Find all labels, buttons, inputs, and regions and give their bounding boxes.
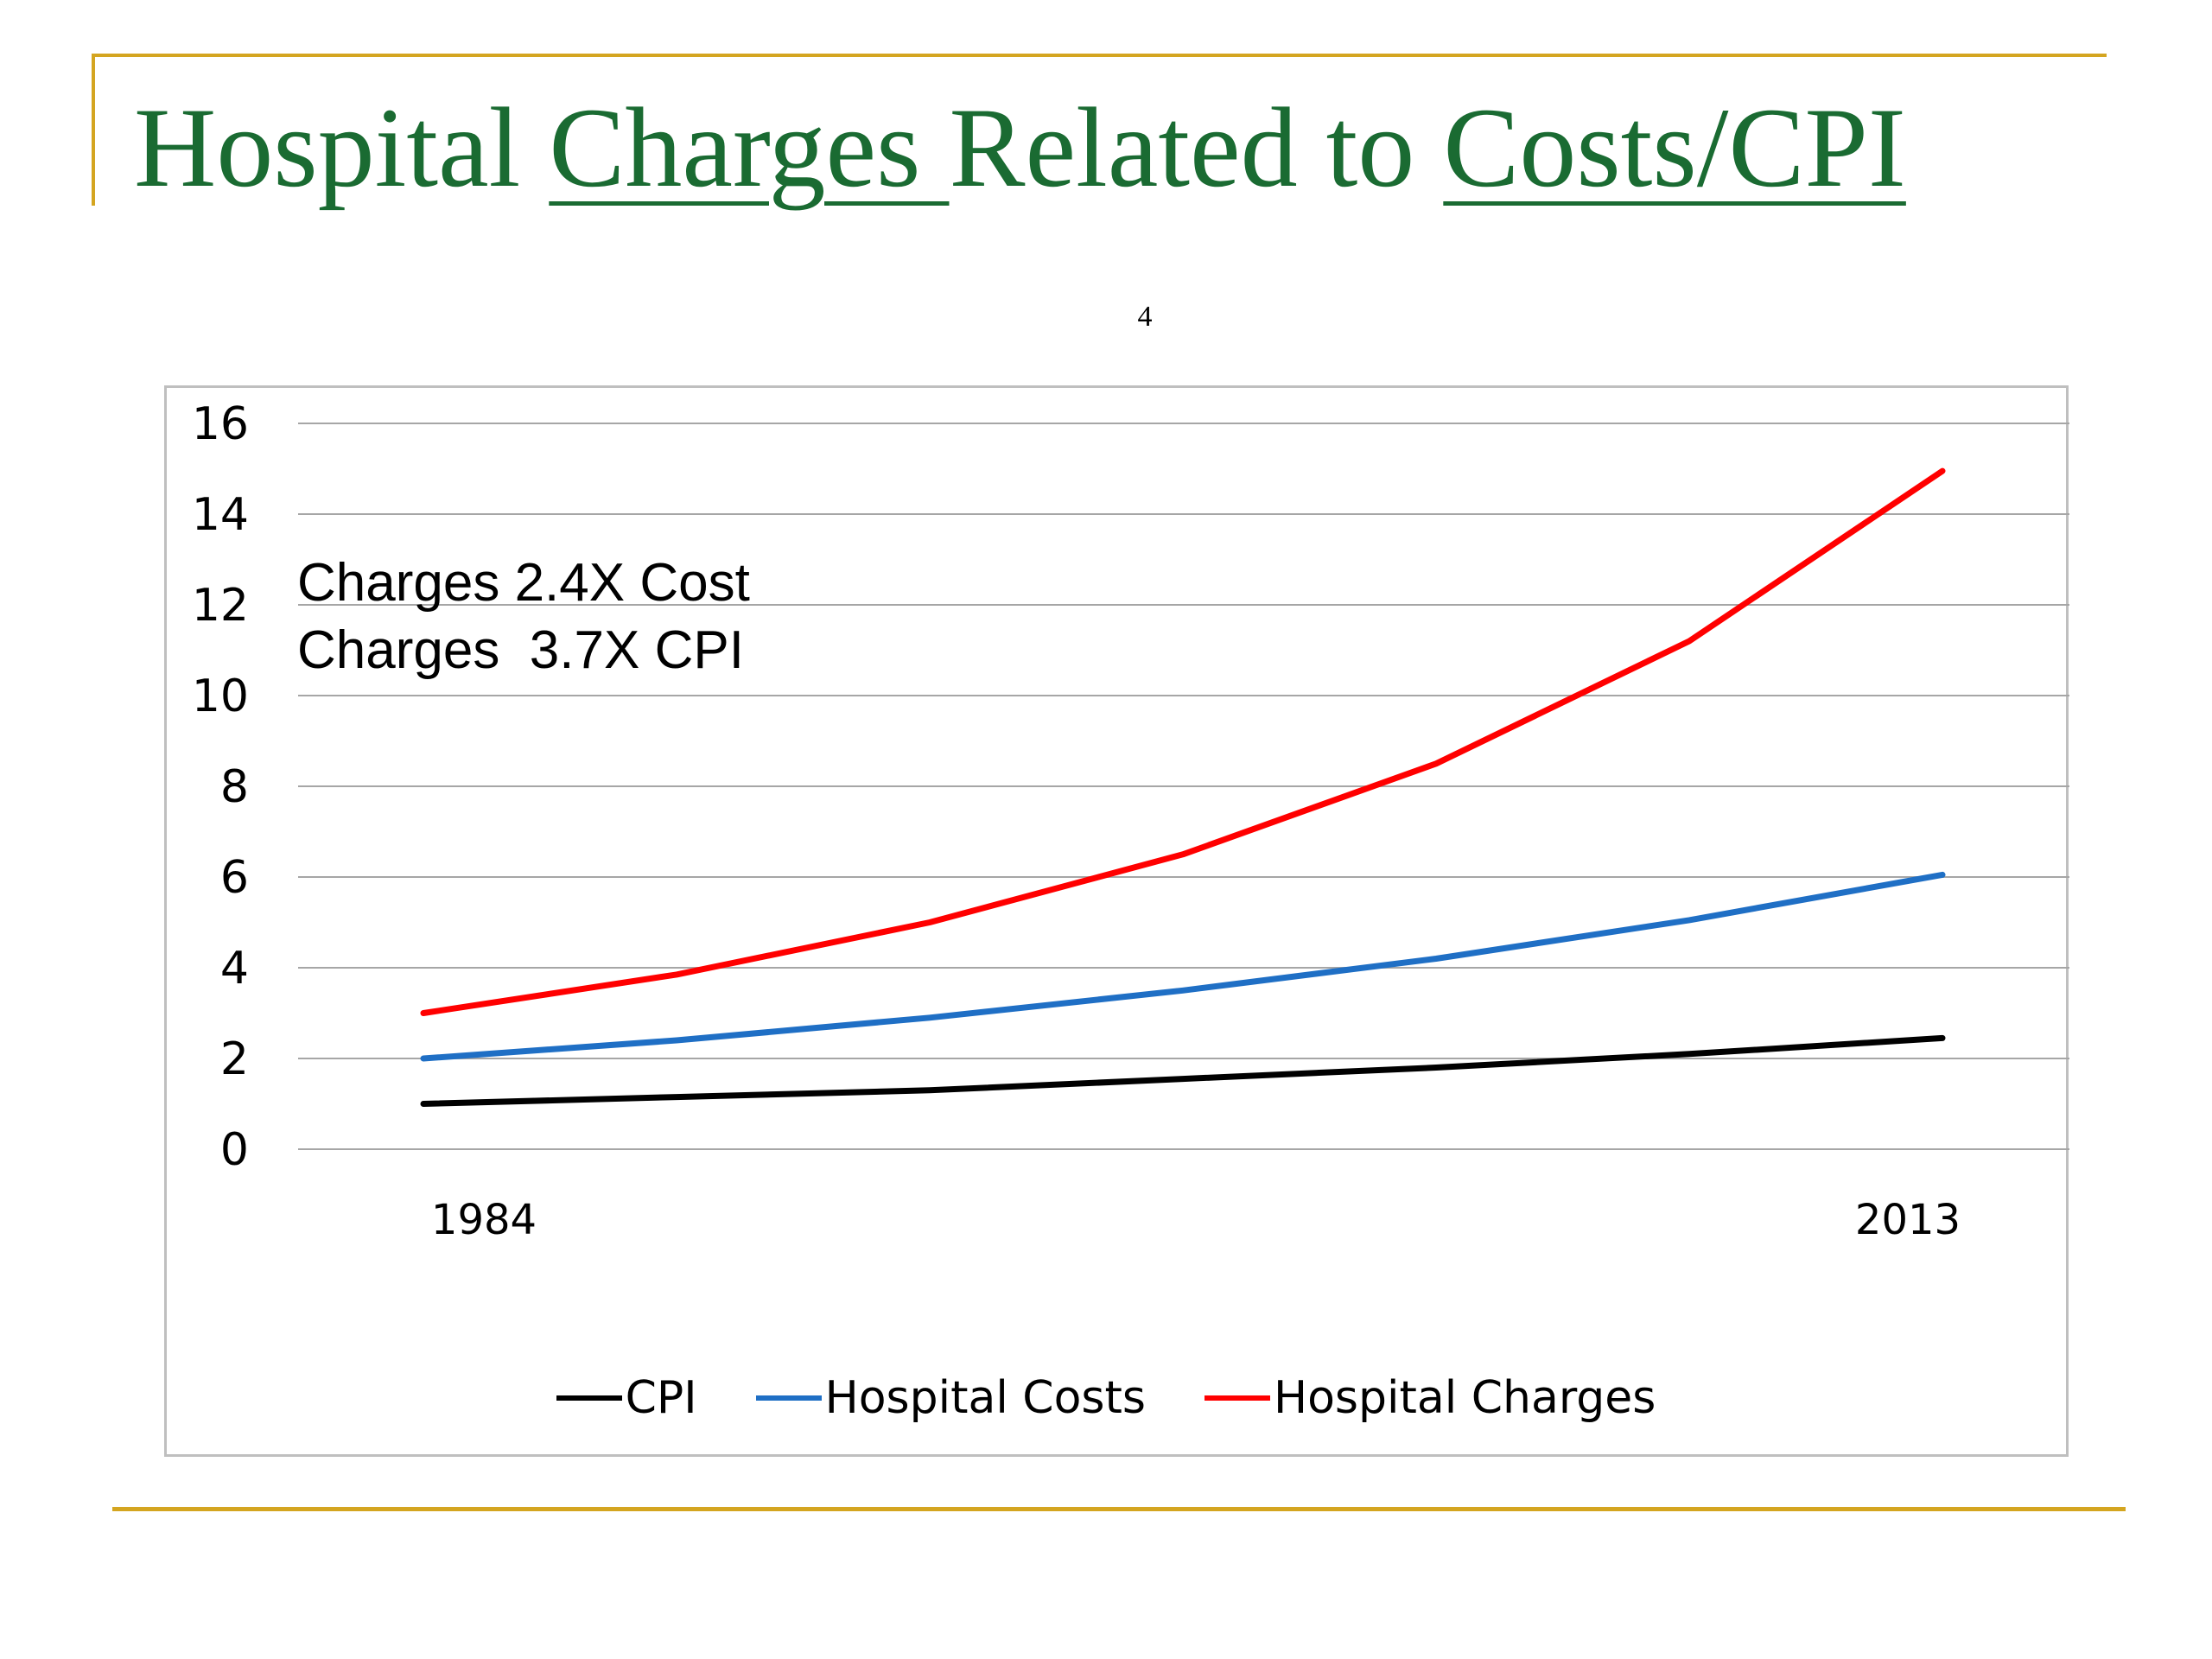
- y-tick-label-14: 14: [192, 489, 249, 541]
- series-line-hospital-charges: [420, 467, 1946, 1016]
- y-tick-label-2: 2: [220, 1033, 249, 1085]
- x-tick-label-2013: 2013: [1855, 1196, 1961, 1244]
- legend-item-cpi: CPI: [556, 1372, 697, 1424]
- legend-item-hospital-costs: Hospital Costs: [755, 1372, 1146, 1424]
- title-part-costs-cpi: Costs/CPI: [1443, 84, 1906, 211]
- y-tick-label-8: 8: [220, 761, 249, 813]
- y-tick-label-16: 16: [192, 398, 249, 450]
- title-part-hospital: Hospital: [134, 84, 550, 211]
- y-tick-label-4: 4: [220, 943, 249, 995]
- chart-frame: [164, 385, 2069, 1457]
- annotation-charges-vs-cost: Charges 2.4X Cost: [297, 553, 750, 613]
- legend-item-hospital-charges: Hospital Charges: [1205, 1372, 1656, 1424]
- y-tick-labels: 0 2 4 6 8 10 12 14 16: [192, 398, 249, 1176]
- chart-annotations: Charges 2.4X Cost Charges 3.7X CPI: [297, 550, 750, 684]
- y-tick-label-12: 12: [192, 580, 249, 632]
- bottom-border-line: [112, 1507, 2126, 1511]
- x-tick-labels: 1984 2013: [431, 1196, 1961, 1244]
- y-tick-label-10: 10: [192, 671, 249, 722]
- series-line-hospital-costs: [420, 871, 1946, 1062]
- grid-layer: [298, 423, 2069, 1150]
- top-border-line: [92, 54, 2107, 57]
- legend-label-cpi: CPI: [625, 1372, 697, 1424]
- y-tick-label-6: 6: [220, 852, 249, 904]
- legend-swatch-cpi: [556, 1395, 622, 1401]
- legend-label-hospital-charges: Hospital Charges: [1274, 1372, 1656, 1424]
- title-part-charges: Charges: [549, 84, 950, 211]
- series-line-cpi: [420, 1034, 1946, 1107]
- annotation-charges-vs-cpi: Charges 3.7X CPI: [297, 620, 744, 680]
- x-tick-label-1984: 1984: [431, 1196, 537, 1244]
- series-lines: [420, 467, 1946, 1107]
- chart-legend: CPI Hospital Costs Hospital Charges: [0, 1372, 2212, 1424]
- legend-swatch-hospital-costs: [755, 1395, 822, 1401]
- y-tick-label-0: 0: [220, 1124, 249, 1176]
- slide-number: 4: [1137, 301, 1153, 333]
- slide-title: Hospital Charges Related to Costs/CPI: [134, 85, 1906, 210]
- legend-label-hospital-costs: Hospital Costs: [824, 1372, 1146, 1424]
- legend-swatch-hospital-charges: [1205, 1395, 1270, 1401]
- title-part-related-to: Related to: [949, 84, 1444, 211]
- left-border-line: [92, 54, 95, 206]
